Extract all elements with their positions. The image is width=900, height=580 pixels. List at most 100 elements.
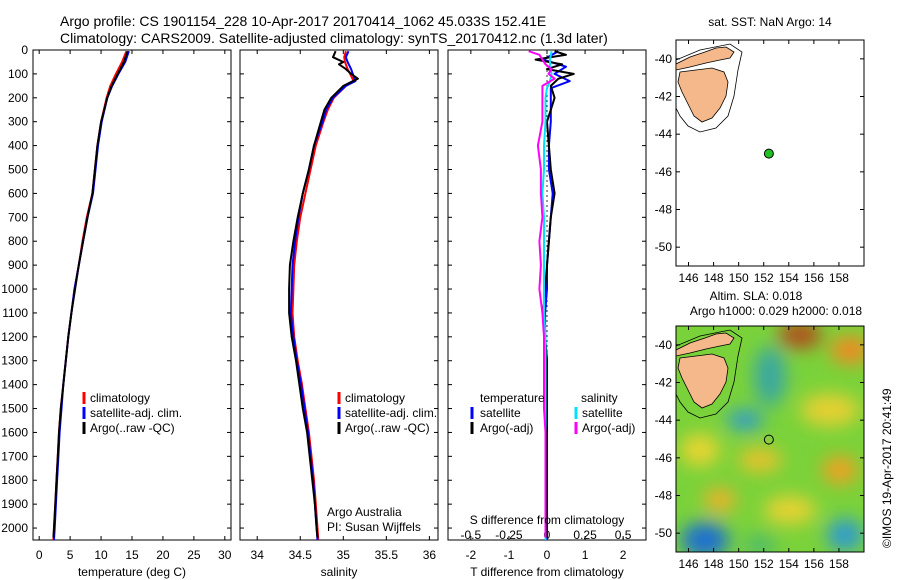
temperature-panel	[32, 49, 232, 541]
temperature-xlabel: temperature (deg C)	[78, 565, 186, 579]
difference-chart: -2 -1 0 1 2-0.5 -0.25 0 0.25 0.5	[448, 49, 646, 562]
legend-title-salinity: salinity	[581, 391, 618, 405]
depth-tick-label: 400	[8, 139, 28, 153]
map-sla-title-line2: Argo h1000: 0.029 h2000: 0.018	[690, 304, 862, 318]
map_sla-float-marker	[763, 434, 774, 445]
map-sla-title-line1: Altim. SLA: 0.018	[710, 289, 803, 303]
salinity-panel	[239, 49, 439, 541]
depth-tick-label: 1400	[1, 378, 28, 392]
map-sla-shelf-contour	[676, 329, 743, 419]
legend-label-temp-argo: Argo(-adj)	[480, 421, 533, 435]
depth-tick-label: 600	[8, 186, 28, 200]
legend-label-climatology: climatology	[345, 391, 405, 405]
map_sst-xtick-label: 154	[779, 271, 799, 285]
annotation-line2: PI: Susan Wijffels	[327, 520, 421, 534]
difference-xtick-label: 2	[620, 548, 627, 562]
depth-tick-label: 1700	[1, 449, 28, 463]
map_sla-xtick-label: 152	[754, 557, 774, 571]
temperature-xtick-label: 5	[67, 548, 74, 562]
legend-label-temp-satellite: satellite	[480, 406, 521, 420]
legend-label-climatology: climatology	[90, 391, 150, 405]
temperature-xtick-label: 25	[187, 548, 201, 562]
temperature-xtick-label: 15	[125, 548, 139, 562]
map_sst-xtick-label: 146	[679, 271, 699, 285]
legend-label-argo: Argo(..raw -QC)	[90, 421, 175, 435]
difference-series-temperature-argo-adj-	[534, 50, 575, 538]
depth-axis: 0 100 200 300 400 500 600 700 800 900 1000 1100 1200…	[1, 43, 28, 535]
difference-legend: temperature salinity satellite Argo(-adj…	[470, 391, 635, 435]
depth-tick-label: 1800	[1, 473, 28, 487]
map_sst-xtick-label: 150	[729, 271, 749, 285]
temperature-xtick-label: 0	[36, 548, 43, 562]
map_sst-xtick-label: 152	[754, 271, 774, 285]
salinity-series-argo-raw-qc-	[288, 50, 359, 538]
salinity-xtick-label: 35	[337, 548, 351, 562]
difference-stick-label: 0.5	[615, 528, 632, 542]
depth-tick-label: 1500	[1, 402, 28, 416]
salinity-xtick-label: 36	[423, 548, 437, 562]
legend-label-sal-argo: Argo(-adj)	[582, 421, 635, 435]
temperature-chart: 0 5 10 15 20 25 30	[33, 49, 232, 562]
legend-title-temperature: temperature	[480, 391, 545, 405]
difference-xlabel: T difference from climatology	[470, 565, 624, 579]
depth-tick-label: 300	[8, 115, 28, 129]
depth-tick-label: 200	[8, 91, 28, 105]
map_sst-xtick-label: 158	[829, 271, 849, 285]
difference-xtick-label: -2	[466, 548, 477, 562]
map_sla-ytick-label: -40	[655, 338, 673, 352]
depth-tick-label: 1100	[2, 306, 28, 320]
map-sla-tasmania	[677, 353, 729, 409]
map_sla-xtick-label: 158	[829, 557, 849, 571]
temperature-series-argo-raw-qc-	[52, 50, 129, 538]
map_sst-ytick-label: -44	[655, 127, 673, 141]
difference-series-salinity-argo-adj-	[528, 50, 556, 538]
map_sst-ytick-label: -46	[655, 165, 673, 179]
map-sla-panel	[675, 325, 865, 553]
map-sst-shelf-contour	[676, 43, 743, 133]
salinity-xtick-label: 34.5	[289, 548, 313, 562]
map-sla-axes: 146 148 150 152 154 156 158 -40 -42 -44 -46 -48 -50	[655, 326, 864, 571]
map-sla-coastline-mainland	[676, 332, 735, 357]
salinity-legend: climatology satellite-adj. clim. Argo(..…	[337, 391, 437, 435]
difference-xtick-label: 1	[582, 548, 589, 562]
legend-label-sal-satellite: satellite	[582, 406, 623, 420]
depth-tick-label: 800	[8, 234, 28, 248]
map_sla-xtick-label: 148	[704, 557, 724, 571]
map_sst-ytick-label: -42	[655, 90, 673, 104]
figure-title-line1: Argo profile: CS 1901154_228 10-Apr-2017…	[60, 13, 546, 29]
map_sst-float-marker	[763, 148, 774, 159]
salinity-xtick-label: 35.5	[375, 548, 399, 562]
depth-tick-label: 900	[8, 258, 28, 272]
difference-xtick-label: 0	[544, 548, 551, 562]
depth-tick-label: 1000	[1, 282, 28, 296]
temperature-xtick-label: 30	[218, 548, 232, 562]
map_sla-ytick-label: -42	[655, 376, 673, 390]
depth-tick-label: 1900	[1, 497, 28, 511]
map-sst-title: sat. SST: NaN Argo: 14	[708, 15, 832, 29]
temperature-xtick-label: 20	[156, 548, 170, 562]
legend-label-satellite: satellite-adj. clim.	[90, 406, 182, 420]
difference-xtick-label: -1	[504, 548, 515, 562]
depth-tick-label: 700	[8, 210, 28, 224]
map-sst-tasmania	[677, 67, 729, 123]
map_sst-ytick-label: -50	[655, 240, 673, 254]
map_sla-xtick-label: 150	[729, 557, 749, 571]
legend-label-satellite: satellite-adj. clim.	[345, 406, 437, 420]
credit-text: ©IMOS 19-Apr-2017 20:41:49	[880, 388, 894, 548]
map_sla-ytick-label: -50	[655, 526, 673, 540]
difference-stick-label: -0.5	[461, 528, 482, 542]
difference-stick-label: 0.25	[573, 528, 597, 542]
difference-stick-label: -0.25	[495, 528, 523, 542]
map_sla-xtick-label: 154	[779, 557, 799, 571]
salinity-chart: 34 34.5 35 35.5 36	[240, 49, 438, 562]
depth-tick-label: 100	[8, 67, 28, 81]
depth-tick-label: 500	[8, 163, 28, 177]
depth-tick-label: 1200	[1, 330, 28, 344]
map-sst-axes: 146 148 150 152 154 156 158 -40 -42 -44 -46 -48 -50	[655, 40, 864, 285]
temperature-xtick-label: 10	[94, 548, 108, 562]
map-sst-coastline-mainland	[676, 46, 735, 71]
map_sla-xtick-label: 146	[679, 557, 699, 571]
map_sla-ytick-label: -44	[655, 413, 673, 427]
depth-tick-label: 2000	[1, 521, 28, 535]
